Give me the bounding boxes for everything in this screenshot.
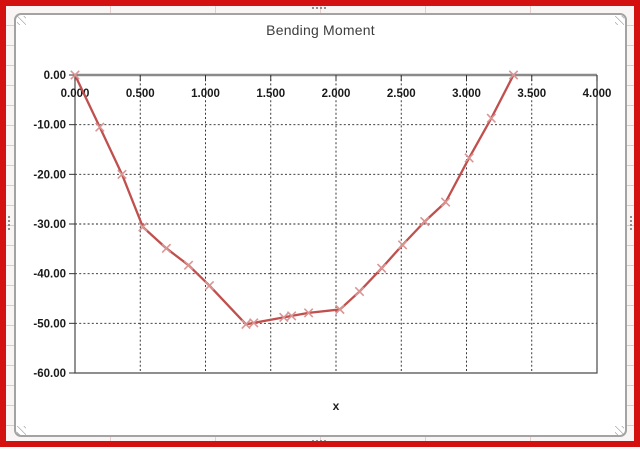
resize-handle-right-icon[interactable]: [630, 216, 632, 230]
chart-title[interactable]: Bending Moment: [266, 22, 375, 38]
resize-grip-bottom-right-icon[interactable]: [615, 426, 624, 435]
resize-grip-top-right-icon[interactable]: [615, 16, 624, 25]
resize-handle-bottom-icon[interactable]: [312, 440, 326, 442]
resize-handle-top-icon[interactable]: [312, 7, 326, 9]
resize-handle-left-icon[interactable]: [8, 216, 10, 230]
chart-object[interactable]: [14, 13, 627, 437]
resize-grip-top-left-icon[interactable]: [17, 16, 26, 25]
x-axis-title[interactable]: x: [332, 399, 340, 413]
resize-grip-bottom-left-icon[interactable]: [17, 426, 26, 435]
